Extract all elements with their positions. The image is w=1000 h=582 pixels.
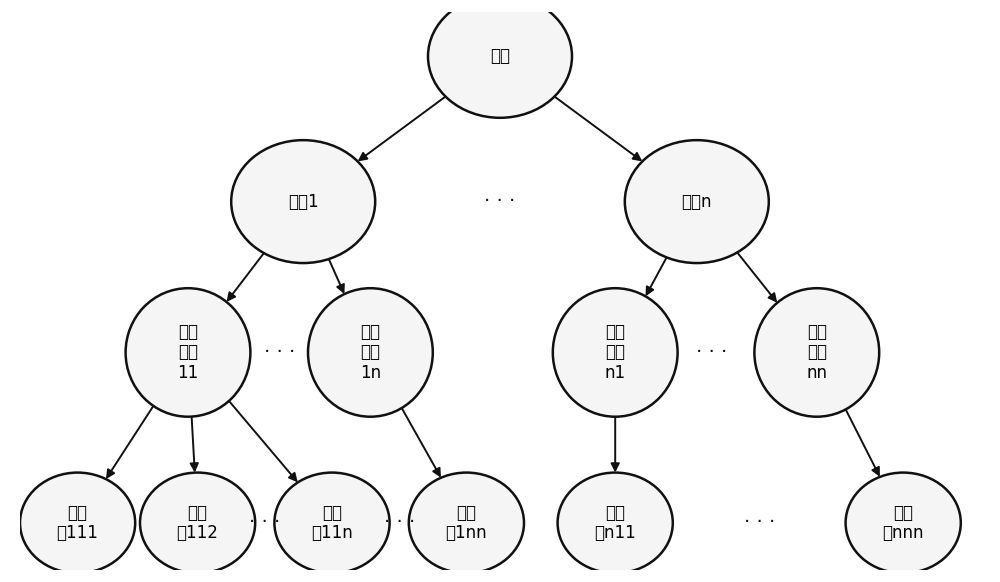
Text: 知识
单元
1n: 知识 单元 1n	[360, 324, 381, 382]
Text: 知识
点1nn: 知识 点1nn	[446, 504, 487, 542]
Ellipse shape	[428, 0, 572, 118]
Ellipse shape	[625, 140, 769, 263]
Text: · · ·: · · ·	[696, 343, 727, 362]
Text: · · ·: · · ·	[384, 513, 415, 533]
Text: 知识
单元
11: 知识 单元 11	[177, 324, 199, 382]
Ellipse shape	[20, 473, 135, 573]
Text: 知识
点nnn: 知识 点nnn	[882, 504, 924, 542]
Ellipse shape	[274, 473, 390, 573]
Text: 课程: 课程	[490, 47, 510, 65]
Text: 知识
单元
n1: 知识 单元 n1	[605, 324, 626, 382]
Text: 模块1: 模块1	[288, 193, 319, 211]
Ellipse shape	[846, 473, 961, 573]
Text: 知识
点11n: 知识 点11n	[311, 504, 353, 542]
Ellipse shape	[754, 288, 879, 417]
Text: · · ·: · · ·	[249, 513, 280, 533]
Ellipse shape	[231, 140, 375, 263]
Ellipse shape	[553, 288, 678, 417]
Ellipse shape	[140, 473, 255, 573]
Text: · · ·: · · ·	[264, 343, 295, 362]
Ellipse shape	[558, 473, 673, 573]
Ellipse shape	[308, 288, 433, 417]
Text: · · ·: · · ·	[484, 192, 516, 211]
Text: 知识
单元
nn: 知识 单元 nn	[806, 324, 827, 382]
Text: · · ·: · · ·	[744, 513, 775, 533]
Text: 知识
点111: 知识 点111	[57, 504, 99, 542]
Ellipse shape	[409, 473, 524, 573]
Text: 模块n: 模块n	[682, 193, 712, 211]
Text: 知识
点112: 知识 点112	[177, 504, 219, 542]
Text: 知识
点n11: 知识 点n11	[594, 504, 636, 542]
Ellipse shape	[126, 288, 250, 417]
